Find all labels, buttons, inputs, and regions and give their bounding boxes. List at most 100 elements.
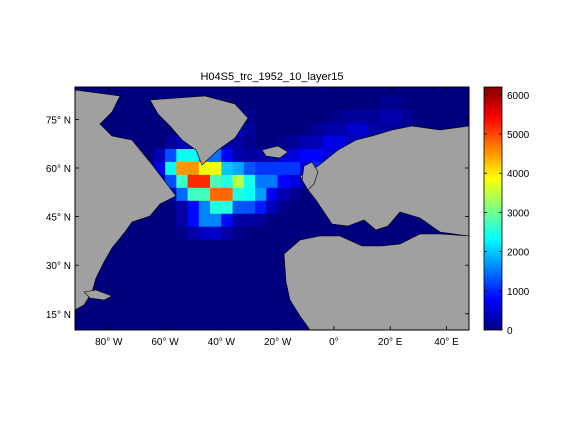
heatmap-cell: [367, 109, 380, 124]
heatmap-cell: [243, 122, 256, 136]
land-masses: [75, 89, 469, 330]
heatmap-cell: [198, 174, 211, 188]
x-tick-label: 80° W: [95, 337, 123, 348]
heatmap-cell: [266, 187, 279, 201]
map-area: [75, 87, 469, 330]
heatmap-cell: [288, 135, 301, 149]
heatmap-cell: [176, 148, 188, 162]
heatmap-cell: [221, 161, 233, 175]
landmass-europe: [299, 125, 469, 237]
heatmap-cell: [243, 148, 256, 162]
heatmap-cell: [176, 200, 188, 214]
y-tick-label: 60° N: [46, 164, 71, 175]
colorbar-tick-label: 5000: [507, 130, 530, 141]
heatmap-cell: [255, 187, 267, 201]
colorbar-tick-label: 4000: [507, 169, 530, 180]
heatmap-cell: [378, 109, 391, 124]
heatmap-cell: [176, 161, 188, 175]
heatmap-cell: [210, 148, 222, 162]
landmass-cuba: [83, 289, 113, 301]
heatmap-cell: [378, 122, 391, 136]
heatmap-cell: [345, 109, 357, 124]
heatmap-cell: [221, 200, 233, 214]
heatmap-cell: [187, 213, 200, 227]
heatmap-cell: [266, 200, 279, 214]
heatmap-cell: [187, 226, 200, 240]
heatmap-cell: [165, 161, 177, 175]
heatmap-cell: [356, 122, 369, 136]
heatmap-cell: [311, 122, 324, 136]
heatmap-cell: [243, 200, 256, 214]
heatmap-cell: [311, 148, 324, 162]
heatmap-cell: [232, 135, 245, 149]
heatmap-cell: [176, 135, 188, 149]
heatmap-cell: [345, 135, 357, 149]
colorbar-tick-label: 6000: [507, 91, 530, 102]
heatmap-cell: [300, 135, 312, 149]
heatmap-cell: [176, 187, 188, 201]
heatmap-cell: [255, 161, 267, 175]
heatmap-cell: [255, 213, 267, 227]
heatmap-cell: [165, 148, 177, 162]
heatmap-cell: [243, 161, 256, 175]
heatmap-cell: [243, 109, 256, 124]
x-tick-label: 40° E: [434, 337, 459, 348]
heatmap-cell: [255, 200, 267, 214]
heatmap-cell: [322, 148, 335, 162]
colorbar-ticks: 0 1000 2000 3000 4000 5000 6000: [484, 91, 530, 337]
heatmap-cell: [333, 135, 346, 149]
landmass-africa: [283, 233, 469, 330]
heatmap-cell: [176, 226, 188, 240]
x-tick-label: 40° W: [208, 337, 236, 348]
chart-title: H04S5_trc_1952_10_layer15: [200, 71, 343, 83]
landmass-greenland: [149, 95, 249, 166]
heatmap-cell: [288, 187, 301, 201]
heatmap-cell: [277, 174, 290, 188]
heatmap-cell: [277, 161, 290, 175]
y-axis: 15° N 30° N 45° N 60° N 75° N: [46, 115, 469, 321]
heatmap-cell: [345, 122, 357, 136]
colorbar-tick-label: 0: [507, 326, 513, 337]
heatmap-cell: [232, 174, 245, 188]
heatmap-cell: [210, 174, 222, 188]
heatmap-cell: [153, 148, 166, 162]
landmass-british-isles: [301, 161, 319, 191]
heatmap-cell: [221, 187, 233, 201]
landmass-iceland: [261, 145, 289, 159]
heatmap-cell: [266, 161, 279, 175]
heatmap-cell: [322, 122, 335, 136]
heatmap-cell: [221, 174, 233, 188]
heatmap-cell: [333, 109, 346, 124]
heatmap-cell: [367, 122, 380, 136]
heatmap-cell: [401, 109, 414, 124]
heatmap-cell: [232, 213, 245, 227]
colorbar-gradient: [483, 86, 503, 331]
heatmap-cell: [210, 213, 222, 227]
y-tick-label: 30° N: [46, 261, 71, 272]
heatmap-cell: [288, 174, 301, 188]
heatmap-cell: [210, 161, 222, 175]
heatmap-cell: [390, 96, 402, 111]
x-tick-label: 20° W: [264, 337, 292, 348]
heatmap-cell: [187, 187, 200, 201]
heatmap-cell: [221, 226, 233, 240]
colorbar-tick-label: 1000: [507, 287, 530, 298]
colorbar-tick-label: 2000: [507, 248, 530, 259]
heatmap-cell: [198, 200, 211, 214]
heatmap-cell: [187, 174, 200, 188]
heatmap-cell: [356, 109, 369, 124]
heatmap-cell: [255, 174, 267, 188]
colorbar-tick-label: 3000: [507, 208, 530, 219]
heatmap-cell: [210, 226, 222, 240]
heatmap-cell: [243, 174, 256, 188]
heatmap-cell: [153, 161, 166, 175]
heatmap-cell: [232, 187, 245, 201]
y-tick-label: 15° N: [46, 310, 71, 321]
heatmap-cell: [198, 226, 211, 240]
x-tick-label: 0°: [329, 337, 339, 348]
heatmap-cell: [277, 135, 290, 149]
heatmap-cell: [243, 213, 256, 227]
heatmap-cell: [333, 122, 346, 136]
heatmap-cell: [311, 135, 324, 149]
heatmap-cell: [277, 187, 290, 201]
